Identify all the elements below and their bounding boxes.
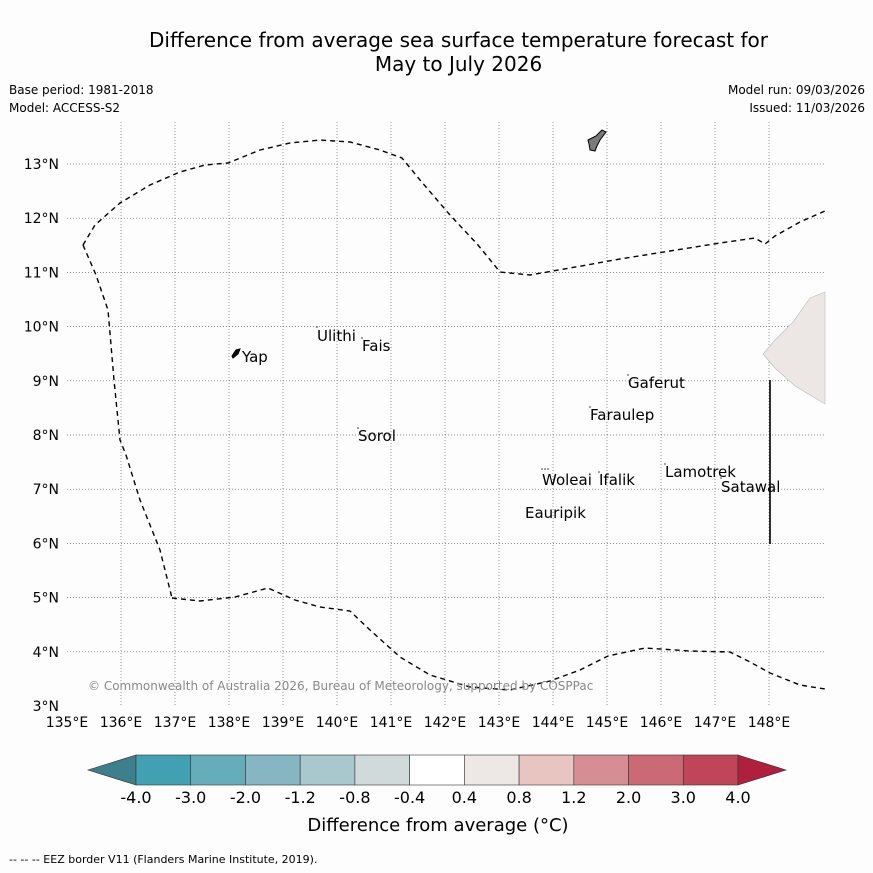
lon-tick-label: 141°E	[370, 715, 413, 731]
lat-tick-label: 5°N	[33, 591, 59, 607]
colorbar-segment	[682, 754, 739, 786]
island-sorol	[357, 427, 359, 429]
island-yap	[231, 348, 241, 359]
land-east	[762, 291, 826, 405]
colorbar-tick-label: -4.0	[120, 788, 151, 807]
issued-date: Issued: 11/03/2026	[749, 101, 865, 115]
eez-border-west	[82, 244, 173, 599]
place-label: Satawal	[721, 478, 780, 496]
lon-tick-label: 138°E	[208, 715, 251, 731]
island-woleai-3	[547, 468, 549, 470]
lon-tick-label: 139°E	[262, 715, 305, 731]
lat-tick-label: 11°N	[24, 265, 59, 281]
lon-tick-label: 142°E	[424, 715, 467, 731]
island-guam	[587, 129, 607, 152]
place-label: Ulithi	[317, 327, 356, 345]
colorbar-tick-label: 0.4	[452, 788, 477, 807]
island-faraulep	[589, 406, 591, 408]
lat-tick-label: 3°N	[33, 699, 59, 715]
lon-tick-label: 137°E	[154, 715, 197, 731]
place-label: Gaferut	[628, 374, 685, 392]
island-markers	[316, 326, 722, 479]
colorbar: -4.0 -3.0 -2.0 -1.2 -0.8 -0.4 0.4 0.8 1.2 2.0 3.0 4…	[86, 754, 788, 807]
eez-border	[82, 139, 826, 276]
lon-tick-label: 143°E	[478, 715, 521, 731]
colorbar-segment	[135, 754, 192, 786]
lat-tick-label: 9°N	[33, 374, 59, 390]
base-period: Base period: 1981-2018	[9, 83, 154, 97]
place-label: Woleai	[542, 471, 592, 489]
place-label: Yap	[241, 348, 268, 366]
map-plot-area	[67, 122, 825, 707]
lat-tick-label: 7°N	[33, 482, 59, 498]
meta-left: Base period: 1981-2018 Model: ACCESS-S2	[9, 81, 154, 117]
place-label: Eauripik	[525, 504, 586, 522]
island-woleai	[541, 468, 543, 470]
title-line-2: May to July 2026	[374, 52, 543, 76]
graticule	[67, 122, 825, 707]
copyright-notice: © Commonwealth of Australia 2026, Bureau…	[88, 679, 593, 693]
lat-tick-label: 13°N	[24, 157, 59, 173]
place-label: Faraulep	[590, 406, 654, 424]
lat-tick-label: 6°N	[33, 536, 59, 552]
island-gaferut	[627, 374, 629, 376]
colorbar-tick-label: 4.0	[725, 788, 750, 807]
colorbar-segment	[464, 754, 520, 786]
lon-tick-label: 148°E	[748, 715, 791, 731]
title-line-1: Difference from average sea surface temp…	[148, 28, 768, 52]
lon-tick-label: 145°E	[586, 715, 629, 731]
lon-tick-label: 140°E	[316, 715, 359, 731]
colorbar-tick-label: -0.4	[394, 788, 425, 807]
island-ifalik	[598, 471, 600, 473]
colorbar-tick-label: 3.0	[671, 788, 696, 807]
colorbar-segment	[409, 754, 465, 786]
lon-tick-label: 144°E	[532, 715, 575, 731]
meta-right: Model run: 09/03/2026 Issued: 11/03/2026	[728, 81, 865, 117]
colorbar-segment	[190, 754, 246, 786]
island-ulithi	[316, 326, 318, 328]
lat-tick-label: 12°N	[24, 211, 59, 227]
lon-tick-label: 146°E	[640, 715, 683, 731]
island-lamotrek	[664, 463, 666, 465]
colorbar-tick-label: -2.0	[230, 788, 261, 807]
footnote: -- -- -- EEZ border V11 (Flanders Marine…	[9, 853, 318, 866]
island-satawal	[720, 477, 722, 479]
colorbar-segment	[518, 754, 575, 786]
colorbar-tick-label: -3.0	[175, 788, 206, 807]
colorbar-tick-label: 2.0	[616, 788, 641, 807]
place-label: Lamotrek	[665, 463, 736, 481]
colorbar-segment	[354, 754, 410, 786]
place-label: Sorol	[358, 427, 396, 445]
colorbar-segment	[245, 754, 301, 786]
model-run: Model run: 09/03/2026	[727, 83, 865, 97]
lon-tick-label: 136°E	[100, 715, 143, 731]
lon-tick-label: 135°E	[46, 715, 89, 731]
chart-title: Difference from average sea surface temp…	[0, 28, 873, 76]
island-fais	[361, 337, 363, 339]
colorbar-segment	[299, 754, 356, 786]
colorbar-segment	[628, 754, 684, 786]
colorbar-label: Difference from average (°C)	[307, 815, 569, 836]
colorbar-low-extend	[86, 754, 137, 786]
lat-tick-label: 8°N	[33, 428, 59, 444]
model-name: Model: ACCESS-S2	[9, 101, 121, 115]
colorbar-tick-label: -1.2	[285, 788, 316, 807]
island-woleai-2	[544, 468, 546, 470]
lat-tick-label: 10°N	[24, 320, 59, 336]
colorbar-segment	[573, 754, 629, 786]
colorbar-tick-label: 1.2	[561, 788, 586, 807]
lon-tick-label: 147°E	[694, 715, 737, 731]
colorbar-tick-label: -0.8	[339, 788, 370, 807]
colorbar-tick-label: 0.8	[506, 788, 531, 807]
eez-border-south	[171, 587, 826, 691]
place-label: Ifalik	[599, 471, 635, 489]
place-label: Fais	[362, 337, 391, 355]
colorbar-high-extend	[737, 754, 788, 786]
axis-labels: 135°E 136°E 137°E 138°E 139°E 140°E 141°E 142°E…	[24, 157, 791, 731]
lat-tick-label: 4°N	[33, 645, 59, 661]
